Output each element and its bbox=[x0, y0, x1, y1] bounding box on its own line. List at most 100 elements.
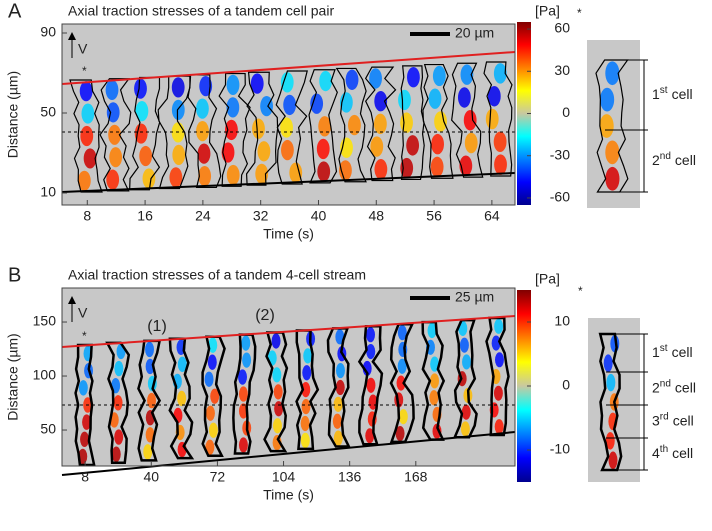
x-tick-label: 40 bbox=[143, 469, 159, 485]
chart-title: Axial traction stresses of a tandem cell… bbox=[68, 3, 334, 19]
x-tick-label: 168 bbox=[404, 469, 428, 485]
stress-patch bbox=[430, 356, 440, 372]
stress-patch bbox=[78, 380, 88, 396]
stress-patch bbox=[432, 65, 446, 87]
x-tick-label: 56 bbox=[426, 208, 442, 224]
stress-patch bbox=[374, 159, 388, 180]
cell-number: 3 bbox=[652, 412, 660, 428]
colorbar-tick-label: 0 bbox=[562, 377, 570, 393]
stress-patch bbox=[487, 85, 501, 107]
stress-patch bbox=[366, 343, 376, 360]
cell-outline bbox=[137, 339, 162, 462]
stress-patch bbox=[208, 337, 218, 353]
stress-patch bbox=[434, 111, 447, 132]
cell-word: cell bbox=[672, 445, 693, 461]
stress-patch bbox=[460, 421, 470, 437]
cell-outline bbox=[99, 78, 132, 192]
cell-outline bbox=[451, 62, 484, 178]
x-tick-label: 136 bbox=[338, 469, 362, 485]
cell-suffix: nd bbox=[660, 378, 671, 389]
stress-patch bbox=[336, 362, 345, 379]
stress-patch bbox=[319, 70, 333, 92]
stress-patch bbox=[493, 63, 507, 84]
stress-patch bbox=[605, 140, 620, 165]
stress-patch bbox=[280, 117, 293, 138]
upper-boundary bbox=[61, 51, 516, 85]
stress-patch bbox=[368, 394, 378, 410]
y-tick-label: 50 bbox=[40, 421, 56, 437]
stress-patch bbox=[318, 116, 332, 137]
stress-patch bbox=[599, 114, 614, 138]
cell-word: cell bbox=[675, 379, 696, 395]
stress-patch bbox=[461, 404, 471, 420]
y-axis-label: Distance (µm) bbox=[5, 71, 21, 158]
cell-outline bbox=[218, 72, 251, 187]
stress-patch bbox=[605, 166, 620, 191]
cell-label: 1st cell bbox=[652, 343, 693, 360]
y-tick-label: 90 bbox=[40, 24, 56, 40]
stress-patch bbox=[177, 390, 187, 407]
stress-patch bbox=[169, 167, 183, 188]
cell-label: 2nd cell bbox=[652, 378, 696, 395]
stress-patch bbox=[348, 114, 361, 136]
stress-patch bbox=[226, 74, 240, 95]
panel-label: B bbox=[8, 264, 21, 286]
stress-patch bbox=[272, 418, 282, 434]
stress-patch bbox=[272, 367, 282, 383]
colorbar-tick-label: 10 bbox=[554, 313, 570, 329]
cell-suffix: th bbox=[660, 444, 668, 455]
cell-suffix: st bbox=[660, 343, 668, 354]
x-tick-label: 24 bbox=[195, 208, 211, 224]
x-tick-label: 72 bbox=[210, 469, 226, 485]
cell-outline bbox=[485, 316, 510, 437]
colorbar-tick-label: -60 bbox=[550, 189, 570, 205]
stress-patch bbox=[605, 432, 615, 450]
stress-patch bbox=[603, 354, 613, 372]
stress-patch bbox=[134, 78, 147, 99]
stress-patch bbox=[395, 425, 405, 442]
stress-patch bbox=[316, 138, 330, 160]
stress-patch bbox=[430, 373, 440, 389]
cell-outline bbox=[129, 76, 161, 191]
stress-patch bbox=[429, 390, 439, 406]
cells bbox=[74, 316, 510, 467]
stress-patch bbox=[365, 428, 375, 444]
stress-patch bbox=[366, 377, 376, 393]
stress-patch bbox=[205, 439, 215, 455]
marker: * bbox=[82, 64, 87, 78]
stress-patch bbox=[225, 119, 238, 141]
stress-patch bbox=[198, 166, 212, 187]
stress-patch bbox=[260, 95, 274, 117]
cell-label: 1st cell bbox=[652, 85, 693, 102]
stress-patch bbox=[79, 81, 93, 102]
stress-patch bbox=[494, 352, 504, 368]
cell-outline bbox=[308, 69, 338, 184]
stress-patch bbox=[135, 101, 149, 122]
y-tick-label: 100 bbox=[33, 367, 57, 383]
stress-patch bbox=[332, 413, 342, 429]
cell-outline bbox=[483, 61, 513, 177]
stress-patch bbox=[238, 437, 248, 453]
stress-patch bbox=[301, 398, 311, 415]
stress-patch bbox=[252, 118, 265, 139]
marker: * bbox=[82, 329, 87, 343]
stress-patch bbox=[289, 162, 303, 183]
arrow-head bbox=[68, 32, 76, 40]
stress-patch bbox=[494, 154, 507, 175]
stress-patch bbox=[283, 94, 297, 116]
stress-patch bbox=[109, 147, 123, 168]
arrow-label: V bbox=[78, 305, 88, 321]
cell-outline bbox=[168, 337, 195, 460]
stress-patch bbox=[197, 143, 211, 164]
cell-outline bbox=[335, 67, 367, 183]
stress-patch bbox=[374, 90, 388, 112]
cell-word: cell bbox=[672, 344, 693, 360]
stress-patch bbox=[406, 135, 420, 156]
y-tick-label: 150 bbox=[33, 313, 57, 329]
cell-label: 2nd cell bbox=[652, 151, 696, 168]
stress-patch bbox=[608, 451, 618, 470]
stress-patch bbox=[208, 422, 218, 438]
colorbar-tick-label: -30 bbox=[550, 146, 570, 162]
stress-patch bbox=[431, 133, 444, 155]
stress-patch bbox=[300, 415, 310, 432]
